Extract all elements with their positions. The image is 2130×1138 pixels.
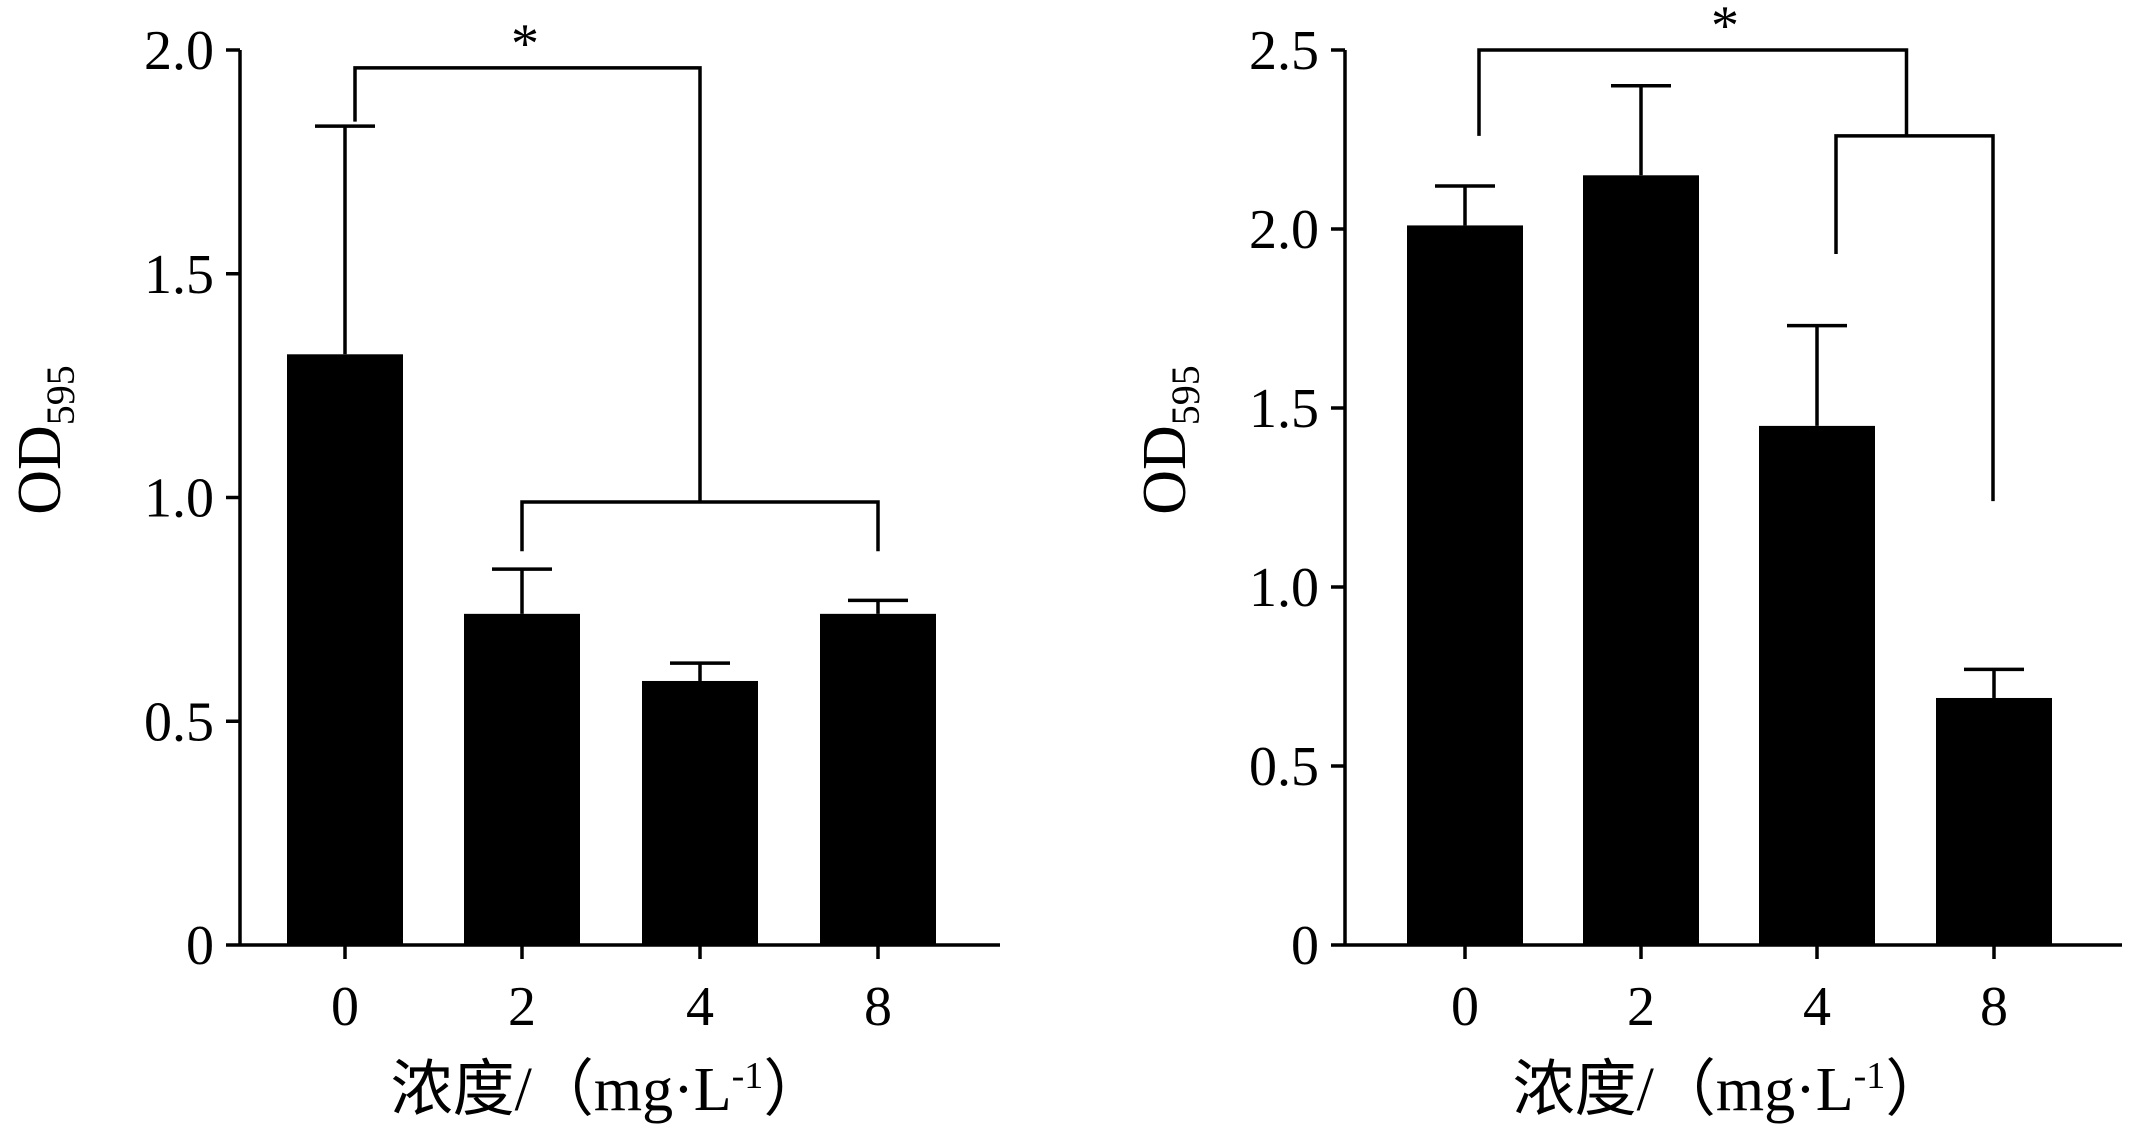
right-x-tick-label: 4 xyxy=(1803,976,1831,1038)
right-bar xyxy=(1936,697,2052,945)
left-xlabel-main: 浓度/（mg·L xyxy=(391,1056,732,1124)
left-x-tick-label: 4 xyxy=(686,976,714,1038)
left-significance-bracket xyxy=(353,66,702,502)
left-xlabel-sup: -1 xyxy=(732,1055,764,1097)
left-y-tick-label: 1.0 xyxy=(144,468,214,530)
right-plot-area: 0 0.5 1.0 1.5 2.0 2.5 0 2 4 8 xyxy=(1249,20,2122,1038)
right-xlabel-sup: -1 xyxy=(1854,1055,1886,1097)
right-xlabel-tail: ） xyxy=(1885,1056,1947,1124)
right-chart: OD595 浓度/（mg·L-1） * xyxy=(1131,0,1947,1124)
left-y-tick-label: 2.0 xyxy=(144,20,214,82)
right-y-tick-label: 2.5 xyxy=(1249,20,1319,82)
right-y-tick-label: 2.0 xyxy=(1249,199,1319,261)
right-x-tick-label: 2 xyxy=(1627,976,1655,1038)
right-y-tick-label: 0.5 xyxy=(1249,736,1319,798)
right-bar xyxy=(1759,425,1875,945)
right-significance-star: * xyxy=(1711,0,1739,57)
right-ylabel-main: OD xyxy=(1131,425,1199,515)
right-xlabel-main: 浓度/（mg·L xyxy=(1513,1056,1854,1124)
right-x-tick-label: 8 xyxy=(1980,976,2008,1038)
left-x-tick-label: 8 xyxy=(864,976,892,1038)
right-ylabel-sub: 595 xyxy=(1163,365,1208,425)
right-y-tick-label: 0 xyxy=(1291,915,1319,977)
left-bar xyxy=(642,680,758,945)
right-bar xyxy=(1583,175,1699,946)
left-y-tick-label: 0.5 xyxy=(144,691,214,753)
right-significance-bracket xyxy=(1834,134,1995,502)
left-ylabel-main: OD xyxy=(6,425,74,515)
left-xlabel-tail: ） xyxy=(763,1056,825,1124)
left-bar xyxy=(287,354,403,945)
left-bar xyxy=(820,613,936,945)
left-ylabel-sub: 595 xyxy=(38,365,83,425)
right-significance-bracket xyxy=(1477,48,1909,136)
left-plot-area: 0 0.5 1.0 1.5 2.0 0 2 4 8 xyxy=(144,20,1000,1038)
left-x-tick-label: 0 xyxy=(331,976,359,1038)
right-ylabel: OD595 xyxy=(1131,365,1208,515)
left-significance-star: * xyxy=(511,13,539,75)
left-significance-bracket xyxy=(520,500,880,552)
left-y-tick-label: 1.5 xyxy=(144,244,214,306)
left-chart: OD595 浓度/（mg·L-1） * xyxy=(6,13,825,1124)
left-xlabel: 浓度/（mg·L-1） xyxy=(391,1055,826,1124)
left-ylabel: OD595 xyxy=(6,365,83,515)
left-y-tick-label: 0 xyxy=(186,915,214,977)
right-y-tick-label: 1.0 xyxy=(1249,557,1319,619)
right-bar xyxy=(1407,225,1523,946)
right-xlabel: 浓度/（mg·L-1） xyxy=(1513,1055,1948,1124)
right-x-tick-label: 0 xyxy=(1451,976,1479,1038)
right-y-tick-label: 1.5 xyxy=(1249,378,1319,440)
left-bar xyxy=(464,613,580,945)
left-x-tick-label: 2 xyxy=(508,976,536,1038)
